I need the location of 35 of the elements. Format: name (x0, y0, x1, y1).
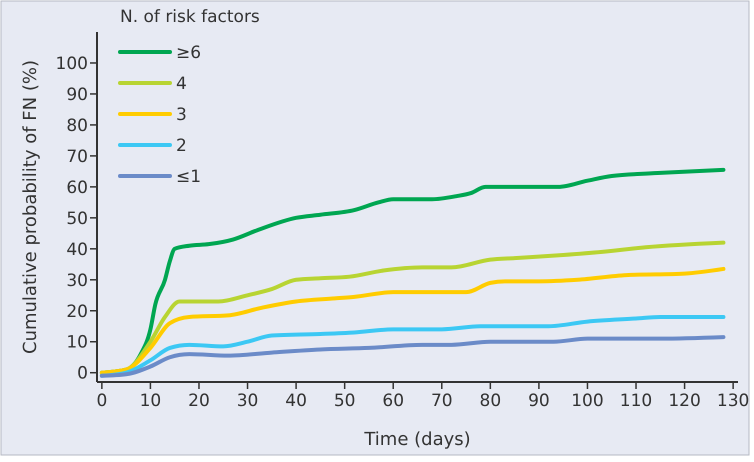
x-tick-label: 80 (480, 391, 502, 411)
line-series (100, 266, 726, 375)
x-tick-label: 130 (716, 391, 750, 411)
x-tick-label: 50 (334, 391, 356, 411)
y-tick-label: 0 (77, 364, 88, 384)
y-tick-label: 100 (56, 54, 88, 74)
legend-label: ≤1 (176, 167, 202, 187)
x-tick-label: 90 (528, 391, 550, 411)
y-tick-label: 20 (66, 302, 88, 322)
legend-label: 3 (176, 105, 187, 125)
y-tick-label: 40 (66, 240, 88, 260)
legend-label: 4 (176, 74, 187, 94)
y-tick-label: 30 (66, 270, 88, 291)
x-tick-label: 0 (96, 391, 108, 411)
x-tick-label: 30 (236, 391, 258, 411)
y-tick-label: 90 (66, 84, 88, 105)
y-tick-label: 60 (66, 178, 88, 198)
y-axis-title: Cumulative probability of FN (%) (20, 60, 41, 354)
y-tick-label: 10 (66, 332, 88, 353)
y-tick-label: 50 (66, 208, 88, 229)
y-tick-label: 70 (66, 146, 88, 167)
x-tick-label: 10 (140, 391, 162, 411)
legend-label: ≥6 (176, 43, 202, 63)
legend-label: 2 (176, 136, 187, 156)
x-tick-label: 40 (285, 391, 307, 411)
x-tick-label: 110 (620, 391, 652, 411)
line-series (100, 335, 726, 378)
x-axis-title: Time (days) (363, 429, 471, 450)
y-tick-label: 80 (66, 116, 88, 136)
x-tick-label: 120 (668, 391, 701, 411)
x-tick-label: 100 (571, 391, 604, 411)
x-tick-label: 60 (382, 391, 404, 411)
x-tick-label: 20 (188, 391, 210, 411)
legend-title: N. of risk factors (120, 7, 260, 27)
x-tick-label: 70 (430, 391, 453, 411)
